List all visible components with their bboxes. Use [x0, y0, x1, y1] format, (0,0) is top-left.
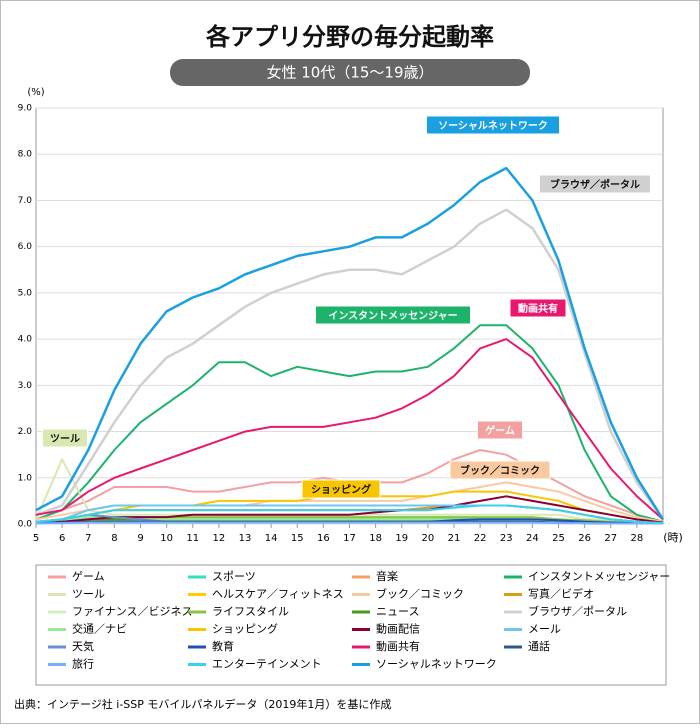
x-tick-label: 25 — [552, 533, 565, 544]
x-tick-label: 18 — [369, 533, 382, 544]
y-tick-label: 9.0 — [18, 104, 33, 114]
series-line — [35, 521, 663, 525]
x-tick-label: 20 — [422, 533, 435, 544]
callout-box — [426, 115, 560, 135]
y-tick-label: 1.0 — [18, 473, 33, 483]
legend-label: ライフスタイル — [212, 605, 289, 618]
subtitle: 女性 10代（15～19歳） — [266, 64, 433, 82]
legend-label: 旅行 — [72, 657, 94, 671]
x-tick-label: 24 — [526, 533, 539, 544]
y-tick-label: 3.0 — [18, 381, 33, 391]
legend-label: ショッピング — [212, 622, 278, 636]
legend-label: 教育 — [212, 639, 234, 653]
callout-box — [449, 460, 551, 480]
x-tick-label: 6 — [59, 533, 65, 544]
callout-box — [539, 174, 651, 194]
callout-label: ブック／コミック — [460, 464, 540, 477]
x-tick-label: 17 — [343, 533, 356, 544]
callout-label: ブラウザ／ポータル — [550, 178, 640, 191]
callout-box — [315, 305, 471, 325]
chart-title: 各アプリ分野の毎分起動率 — [205, 23, 494, 51]
legend-label: ヘルスケア／フィットネス — [212, 588, 344, 601]
x-tick-label: 8 — [111, 533, 117, 544]
x-tick-label: 15 — [291, 533, 304, 544]
x-tick-label: 28 — [631, 533, 644, 544]
series-line — [36, 495, 664, 524]
legend-label: インスタントメッセンジャー — [528, 570, 670, 583]
callout-box — [301, 479, 381, 499]
x-tick-label: 16 — [317, 533, 330, 544]
callout-label: ソーシャルネットワーク — [438, 120, 548, 132]
x-tick-label: 27 — [604, 533, 617, 544]
x-tick-label: 26 — [578, 533, 591, 544]
x-tick-label: 9 — [137, 533, 143, 544]
callout-box — [42, 428, 88, 448]
legend-label: メール — [528, 623, 561, 636]
legend-label: エンターテインメント — [212, 658, 322, 671]
callout-box — [477, 420, 523, 440]
legend-label: ファイナンス／ビジネス — [72, 605, 193, 618]
legend-label: ニュース — [376, 605, 419, 618]
callout-label: インスタントメッセンジャー — [328, 310, 457, 322]
callout-label: ショッピング — [311, 483, 371, 496]
series-line — [35, 504, 664, 525]
x-axis-label: (時) — [663, 531, 683, 544]
x-tick-label: 19 — [395, 533, 408, 544]
legend-label: 動画共有 — [376, 639, 420, 653]
x-tick-label: 11 — [186, 533, 199, 544]
legend-label: ソーシャルネットワーク — [376, 658, 497, 671]
y-tick-label: 0.0 — [18, 520, 33, 530]
legend-label: 天気 — [72, 639, 94, 653]
x-tick-label: 22 — [474, 533, 487, 544]
x-tick-label: 13 — [239, 533, 252, 544]
legend-label: 音楽 — [376, 569, 398, 583]
y-axis-label: (%) — [27, 87, 44, 98]
series-line — [35, 324, 664, 523]
x-tick-label: 12 — [213, 533, 226, 544]
callout-label: 動画共有 — [518, 302, 558, 315]
legend-label: 写真／ビデオ — [528, 587, 594, 601]
x-tick-label: 23 — [500, 533, 513, 544]
legend-label: 動画配信 — [376, 622, 420, 636]
callout-label: ツール — [50, 433, 80, 445]
legend-label: 交通／ナビ — [72, 622, 127, 636]
callout-label: ゲーム — [485, 424, 515, 437]
source: 出典：インテージ社 i-SSP モバイルパネルデータ（2019年1月）を基に作成 — [14, 697, 391, 711]
x-tick-label: 5 — [33, 533, 39, 544]
x-tick-label: 14 — [265, 533, 278, 544]
legend-label: ゲーム — [72, 570, 105, 583]
y-tick-label: 7.0 — [18, 196, 33, 206]
legend-label: ブラウザ／ポータル — [528, 604, 627, 618]
y-tick-label: 2.0 — [18, 427, 33, 437]
series-line — [35, 208, 665, 521]
x-tick-label: 21 — [448, 533, 461, 544]
y-tick-label: 6.0 — [18, 242, 33, 252]
legend-label: ブック／コミック — [376, 587, 464, 601]
subtitle-pill — [170, 59, 530, 86]
legend-label: ツール — [72, 588, 105, 601]
legend-label: 通話 — [528, 639, 550, 653]
series-line — [35, 166, 665, 521]
x-tick-label: 10 — [160, 533, 173, 544]
x-tick-label: 7 — [85, 533, 91, 544]
callout-box — [509, 298, 567, 318]
y-tick-label: 4.0 — [18, 335, 33, 345]
legend-box — [35, 564, 667, 686]
y-tick-label: 5.0 — [18, 288, 33, 298]
series-line — [35, 338, 664, 521]
y-tick-label: 8.0 — [18, 150, 33, 160]
legend-label: スポーツ — [212, 570, 256, 583]
